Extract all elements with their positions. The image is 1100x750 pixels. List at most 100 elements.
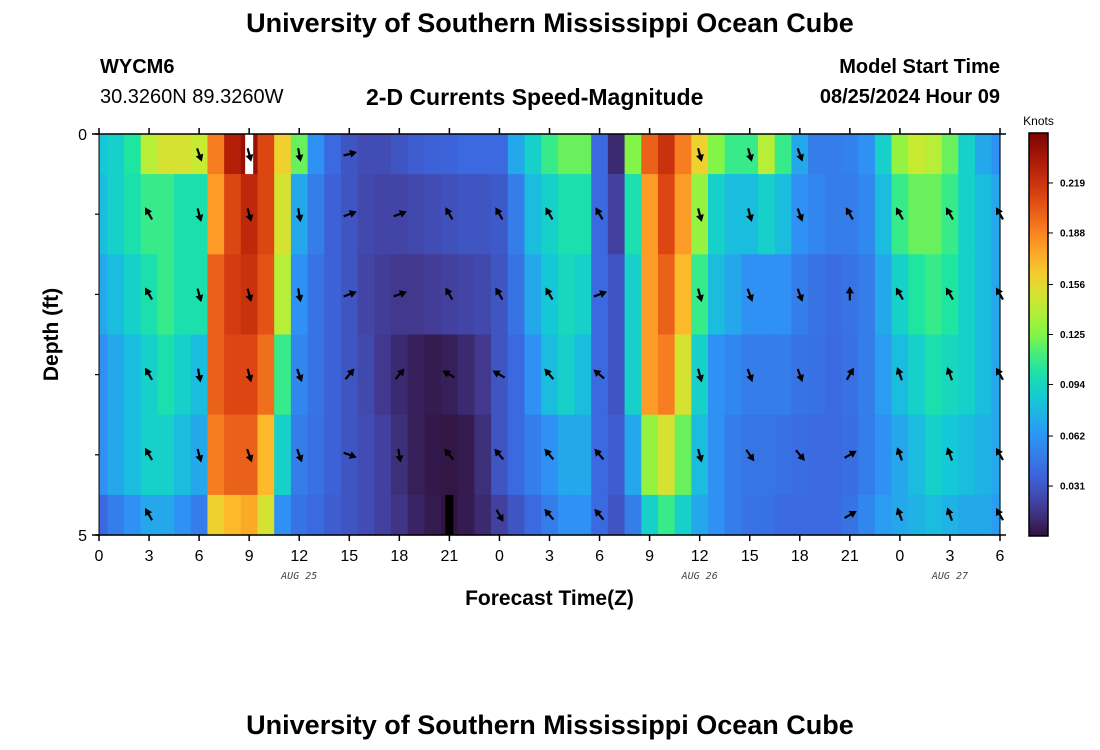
- heatmap-cell: [190, 494, 209, 536]
- current-arrow: [996, 367, 1004, 381]
- heatmap-cell: [924, 254, 943, 336]
- heatmap-cell: [724, 494, 742, 536]
- heatmap-cell: [124, 254, 142, 336]
- heatmap-cell: [424, 494, 442, 536]
- heatmap-cell: [324, 134, 342, 175]
- heatmap-cell: [607, 254, 626, 336]
- heatmap-cell: [808, 414, 826, 496]
- x-tick-label: 0: [495, 548, 504, 565]
- arrow-head: [492, 370, 501, 378]
- heatmap-cell: [941, 134, 959, 175]
- heatmap-cell: [908, 494, 926, 536]
- footer-title: University of Southern Mississippi Ocean…: [246, 710, 854, 740]
- heatmap-cell: [457, 174, 476, 255]
- x-tick-label: 3: [545, 548, 554, 565]
- heatmap-cell: [491, 134, 509, 175]
- heatmap-cell: [307, 414, 325, 496]
- arrow-head: [396, 368, 405, 377]
- heatmap-cell: [607, 494, 626, 536]
- current-arrow: [844, 450, 857, 459]
- heatmap-cell: [274, 174, 292, 255]
- colorbar-tick-label: 0.031: [1060, 482, 1085, 493]
- current-arrow: [245, 288, 254, 303]
- arrow-head: [395, 455, 404, 463]
- current-arrow: [295, 448, 304, 463]
- heatmap-cell: [307, 334, 325, 416]
- heatmap-cell: [758, 174, 776, 255]
- current-arrow: [845, 286, 854, 301]
- heatmap-cell: [841, 134, 859, 175]
- current-arrow: [696, 208, 704, 222]
- heatmap-cell: [457, 334, 476, 416]
- heatmap-cell: [774, 414, 793, 496]
- heatmap-cell: [357, 254, 375, 336]
- heatmap-cell: [708, 334, 726, 416]
- arrow-head: [945, 507, 954, 516]
- x-tick-label: 21: [841, 548, 859, 565]
- heatmap-cell: [574, 134, 592, 175]
- x-tick-label: 3: [945, 548, 954, 565]
- heatmap-cell: [924, 414, 943, 496]
- station-id: WYCM6: [100, 56, 175, 78]
- current-arrow: [746, 147, 754, 162]
- heatmap-cell: [524, 254, 542, 336]
- current-arrow: [945, 287, 954, 301]
- heatmap-cell: [274, 414, 292, 496]
- heatmap-cell: [324, 334, 342, 416]
- heatmap-cell: [724, 174, 742, 255]
- current-arrow: [442, 370, 456, 379]
- heatmap-cell: [924, 334, 943, 416]
- heatmap-cell: [824, 494, 843, 536]
- heatmap-cell: [324, 414, 342, 496]
- heatmap-cell: [257, 334, 275, 416]
- arrow-head: [996, 447, 1003, 456]
- heatmap-cell: [557, 254, 576, 336]
- arrow-head: [544, 368, 552, 377]
- x-tick-label: 6: [595, 548, 604, 565]
- colorbar-tick-label: 0.094: [1060, 380, 1085, 391]
- current-arrow: [796, 368, 804, 383]
- heatmap-cell: [958, 254, 976, 336]
- current-arrow: [745, 449, 755, 462]
- arrow-head: [245, 153, 254, 162]
- heatmap-cell: [674, 134, 692, 175]
- heatmap-cell: [624, 334, 642, 416]
- model-start-label: Model Start Time: [839, 56, 1000, 78]
- arrow-head: [846, 367, 854, 376]
- heatmap-cell: [107, 134, 125, 175]
- current-arrow: [796, 288, 804, 302]
- arrow-head: [295, 294, 304, 303]
- arrow-head: [796, 213, 804, 222]
- current-arrow: [495, 509, 504, 522]
- x-tick-label: 18: [390, 548, 408, 565]
- heatmap-cell: [724, 134, 742, 175]
- current-arrow: [544, 368, 555, 380]
- heatmap-cell: [657, 174, 676, 255]
- heatmap-cell: [657, 414, 676, 496]
- heatmap-cell: [224, 174, 242, 255]
- heatmap-cell: [374, 334, 392, 416]
- heatmap-cell: [657, 494, 676, 536]
- heatmap-cell: [374, 494, 392, 536]
- heatmap-cell: [107, 414, 125, 496]
- heatmap-cell: [424, 174, 442, 255]
- current-arrow: [593, 290, 608, 298]
- current-arrow: [696, 448, 704, 463]
- heatmap-cell: [808, 134, 826, 175]
- y-axis-title: Depth (ft): [40, 288, 63, 381]
- heatmap-cell: [724, 334, 742, 416]
- heatmap-cell: [824, 134, 843, 175]
- current-arrow: [295, 147, 304, 162]
- arrow-head: [595, 207, 603, 216]
- heatmap-cell: [958, 134, 976, 175]
- heatmap-cell: [774, 254, 793, 336]
- heatmap-cell: [207, 134, 225, 175]
- heatmap-cell: [858, 134, 876, 175]
- date-label: AUG 27: [931, 571, 968, 582]
- colorbar: Knots 0.031 0.062 0.094 0.125 0.156 0.188 0.219: [1023, 114, 1085, 537]
- heatmap-cell: [724, 414, 742, 496]
- heatmap-cell: [908, 414, 926, 496]
- heatmap-cell: [240, 494, 259, 536]
- heatmap-cell: [257, 254, 275, 336]
- current-arrow: [996, 447, 1004, 461]
